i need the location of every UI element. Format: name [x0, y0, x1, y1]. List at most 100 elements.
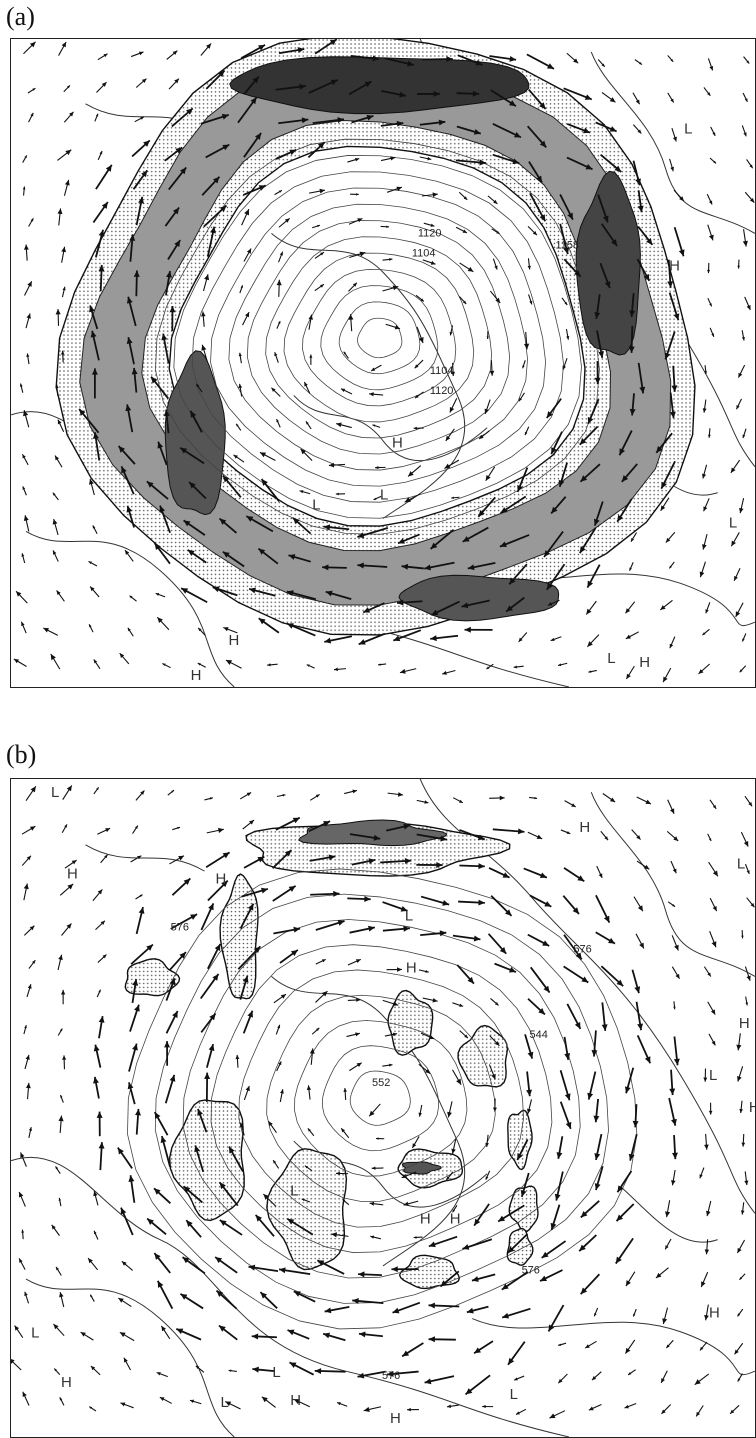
panel-a-wind-vector-358 — [43, 627, 59, 636]
panel-b-wind-vector-313 — [700, 1271, 709, 1288]
panel-a-wind-vector-5 — [200, 43, 212, 56]
panel-a-wind-vector-185 — [628, 325, 635, 353]
panel-a-wind-vector-152 — [202, 274, 210, 292]
panel-b-wind-vector-283 — [370, 1235, 382, 1240]
panel-b-wind-vector-303 — [316, 1259, 345, 1275]
panel-a-wind-vector-205 — [594, 361, 601, 385]
panel-b-wind-vector-230 — [741, 1133, 746, 1147]
panel-b-wind-vector-271 — [706, 1200, 712, 1217]
panel-b-wind-vector-324 — [324, 1305, 350, 1314]
panel-b-wind-vector-379 — [59, 1397, 65, 1406]
panel-a-wind-vector-370 — [464, 626, 493, 633]
panel-b-contour-label-2: 544 — [530, 1029, 548, 1041]
panel-b-coastline-6 — [472, 1318, 755, 1376]
panel-a-wind-vector-67 — [164, 146, 183, 162]
panel-a-wind-vector-63 — [22, 155, 28, 163]
panel-a-wind-vector-250 — [707, 428, 711, 438]
panel-a-wind-vector-170 — [89, 305, 99, 330]
panel-b-wind-vector-343 — [251, 1333, 277, 1340]
panel-b-wind-vector-27 — [242, 819, 255, 830]
panel-a-wind-vector-123 — [673, 226, 685, 257]
panel-b-wind-vector-153 — [242, 1010, 254, 1034]
panel-a-wind-vector-25 — [168, 78, 180, 90]
panel-a-wind-vector-121 — [600, 223, 618, 247]
panel-a-contour-7 — [228, 203, 528, 471]
panel-a-wind-vector-316 — [52, 550, 59, 562]
panel-a-wind-vector-18 — [667, 55, 674, 63]
panel-b-wind-vector-63 — [23, 883, 29, 901]
panel-a-wind-vector-392 — [513, 665, 524, 669]
panel-a-wind-vector-76 — [492, 153, 520, 165]
panel-b-wind-vector-64 — [59, 883, 74, 896]
panel-b-wind-vector-58 — [596, 865, 603, 879]
panel-b-contour-labels: 576 576 544 576 576 552 — [171, 922, 592, 1383]
panel-b-wind-vector-187 — [703, 1068, 708, 1082]
panel-b-contour-4 — [238, 969, 524, 1228]
panel-b-wind-vector-354 — [665, 1339, 674, 1349]
panel-a-wind-vector-249 — [655, 432, 673, 454]
panel-b-wind-vector-176 — [309, 1048, 315, 1065]
panel-b-shaded-jet — [124, 819, 539, 1290]
panel-a-wind-vector-338 — [89, 586, 100, 598]
panel-b-wind-vector-107 — [97, 954, 107, 963]
panel-b-wind-vector-117 — [456, 964, 475, 985]
panel-b-wind-vector-183 — [559, 1070, 571, 1101]
panel-b-wind-vector-322 — [259, 1291, 278, 1309]
panel-b-wind-vector-282 — [331, 1232, 349, 1238]
panel-a-wind-vector-198 — [343, 351, 349, 359]
panel-a-wind-vector-201 — [451, 362, 456, 377]
panel-b-coastlines — [11, 779, 755, 1437]
panel-a-wind-vector-162 — [561, 297, 568, 306]
panel-a-wind-vector-208 — [704, 365, 708, 375]
panel-a-wind-vector-374 — [625, 631, 639, 640]
panel-a-wind-vector-92 — [309, 188, 326, 194]
panel-b-wind-vector-395 — [624, 1402, 637, 1409]
panel-b-wind-vector-169 — [62, 1055, 67, 1070]
panel-b-pressure-center-9: H — [749, 1099, 755, 1116]
panel-a-wind-vector-178 — [385, 323, 401, 330]
panel-a-wind-vector-116 — [423, 222, 435, 227]
panel-b-wind-vector-286 — [462, 1238, 493, 1250]
panel-a-wind-vector-272 — [730, 459, 741, 474]
panel-a-wind-vector-62 — [741, 125, 747, 137]
panel-a-wind-vector-183 — [565, 328, 570, 340]
panel-b-wind-vector-284 — [413, 1236, 423, 1239]
panel-a-wind-vector-398 — [739, 665, 747, 673]
panel-b-wind-vector-250 — [699, 1167, 705, 1179]
panel-a-wind-vector-315 — [21, 553, 26, 564]
panel-a-wind-vector-50 — [312, 117, 345, 124]
panel-b-jet-streak-9 — [508, 1185, 539, 1233]
panel-a-wind-vector-227 — [629, 393, 636, 416]
panel-b-wind-vector-221 — [411, 1136, 420, 1149]
panel-a-wind-vector-78 — [566, 156, 593, 171]
panel-b-pressure-center-1: H — [67, 866, 78, 883]
panel-a-wind-vector-132 — [243, 248, 252, 262]
panel-b-wind-vector-338 — [80, 1331, 94, 1341]
panel-b-wind-vector-300 — [214, 1256, 238, 1274]
panel-b-wind-vector-1 — [62, 785, 73, 800]
panel-b-wind-vector-394 — [588, 1403, 602, 1411]
panel-a-wind-vector-89 — [201, 176, 221, 196]
panel-b-wind-vector-41 — [740, 831, 749, 847]
panel-b-wind-vector-339 — [119, 1331, 135, 1342]
panel-b-wind-vector-23 — [97, 827, 111, 835]
panel-b-pressure-center-16: H — [709, 1304, 720, 1321]
panel-a-wind-vector-364 — [258, 617, 280, 634]
panel-a-wind-vector-266 — [516, 467, 529, 493]
panel-a-contour-5 — [265, 236, 493, 439]
panel-a-pressure-center-4: H — [191, 667, 202, 684]
panel-b-wind-vector-301 — [248, 1264, 279, 1272]
panel-a-contour-9 — [191, 171, 564, 503]
panel-a-wind-vector-382 — [162, 662, 171, 669]
panel-b-wind-vector-217 — [268, 1120, 277, 1133]
panel-a-map-svg: 1120 1104 1104 1120 1158 H L L H H L L H L H — [11, 39, 755, 687]
panel-a-wind-vector-140 — [527, 258, 531, 270]
panel-a-wind-vector-169 — [55, 309, 61, 326]
panel-a-wind-vector-79 — [600, 154, 622, 173]
panel-a-wind-vector-112 — [278, 217, 290, 228]
panel-b-wind-vector-216 — [239, 1122, 245, 1136]
panel-a-wind-vector-336 — [15, 590, 28, 604]
panel-a-wind-vector-102 — [673, 189, 685, 202]
panel-a-wind-vector-31 — [381, 90, 407, 98]
